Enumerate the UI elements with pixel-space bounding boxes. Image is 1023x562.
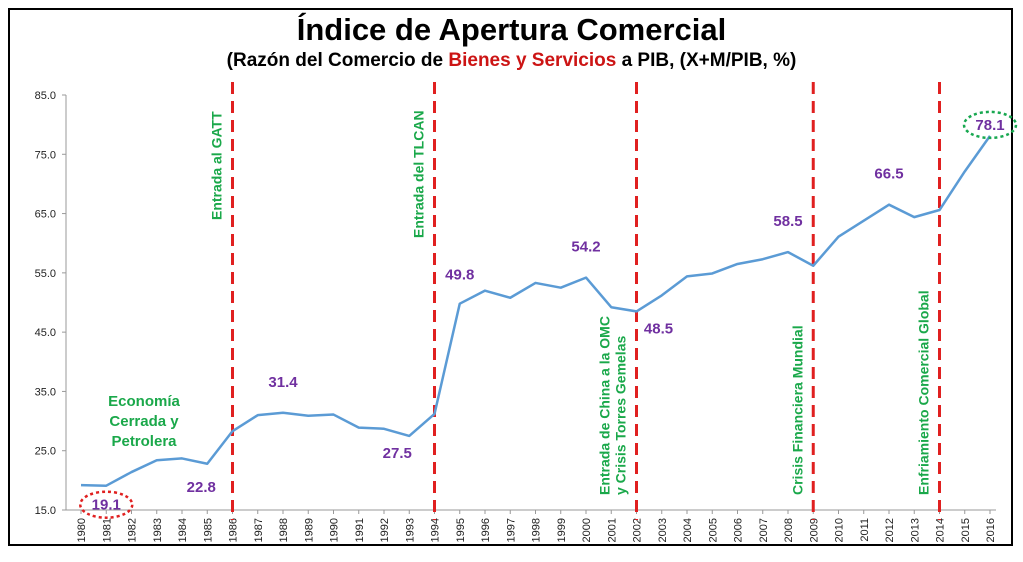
x-tick-label: 1987 xyxy=(253,518,265,542)
x-tick-label: 2000 xyxy=(581,518,593,542)
data-label-1985: 22.8 xyxy=(187,479,216,496)
y-tick-label: 85.0 xyxy=(35,90,56,102)
highlight-circle-1981 xyxy=(79,490,134,519)
event-label-2009: Crisis Financiera Mundial xyxy=(789,325,805,495)
subtitle-part-1: (Razón del Comercio de xyxy=(226,50,449,71)
data-label-1988: 31.4 xyxy=(268,374,298,391)
x-tick-label: 1986 xyxy=(228,518,240,542)
y-tick-label: 55.0 xyxy=(35,268,56,280)
x-tick-label: 1990 xyxy=(329,518,341,542)
data-label-1981: 19.1 xyxy=(92,497,121,514)
annotation-line: Economía xyxy=(108,393,180,410)
data-label-2000: 54.2 xyxy=(571,239,600,256)
x-tick-label: 2002 xyxy=(632,518,644,542)
x-tick-label: 2004 xyxy=(682,518,694,542)
x-tick-label: 2006 xyxy=(733,518,745,542)
subtitle-part-3: a PIB, (X+M/PIB, %) xyxy=(616,50,797,71)
y-tick-label: 75.0 xyxy=(35,149,56,161)
y-tick-label: 35.0 xyxy=(35,386,56,398)
x-tick-label: 1981 xyxy=(101,518,113,542)
event-label-1994: Entrada del TLCAN xyxy=(411,110,427,238)
x-tick-label: 1989 xyxy=(303,518,315,542)
x-tick-label: 1993 xyxy=(404,518,416,542)
data-label-2012: 66.5 xyxy=(874,166,903,183)
chart-frame xyxy=(8,8,1013,546)
x-tick-label: 1996 xyxy=(480,518,492,542)
y-tick-label: 25.0 xyxy=(35,446,56,458)
event-label-2014: Enfriamiento Comercial Global xyxy=(916,290,932,495)
x-tick-label: 2014 xyxy=(935,518,947,542)
x-tick-label: 1999 xyxy=(556,518,568,542)
y-tick-label: 45.0 xyxy=(35,327,56,339)
chart-title: Índice de Apertura Comercial xyxy=(296,12,727,47)
y-tick-label: 15.0 xyxy=(35,505,56,517)
data-label-1993: 27.5 xyxy=(383,445,412,462)
x-tick-label: 1998 xyxy=(531,518,543,542)
y-tick-label: 65.0 xyxy=(35,209,56,221)
event-label-2002: y Crisis Torres Gemelas xyxy=(613,336,629,495)
annotation-line: Petrolera xyxy=(111,433,177,450)
x-tick-label: 2016 xyxy=(985,518,997,542)
x-tick-label: 2008 xyxy=(783,518,795,542)
series-line xyxy=(80,135,992,487)
x-tick-label: 2003 xyxy=(657,518,669,542)
x-tick-label: 1980 xyxy=(76,518,88,542)
event-label-1986: Entrada al GATT xyxy=(209,111,225,220)
x-tick-label: 1983 xyxy=(152,518,164,542)
highlight-circle-2016 xyxy=(962,110,1018,140)
chart-subtitle: (Razón del Comercio de Bienes y Servicio… xyxy=(0,50,1023,72)
x-tick-label: 2010 xyxy=(834,518,846,542)
subtitle-highlight: Bienes y Servicios xyxy=(448,50,617,71)
x-tick-label: 1988 xyxy=(278,518,290,542)
x-tick-label: 2015 xyxy=(960,518,972,542)
x-tick-label: 1992 xyxy=(379,518,391,542)
x-tick-label: 2011 xyxy=(859,518,871,542)
data-label-2002: 48.5 xyxy=(644,320,673,337)
x-tick-label: 1997 xyxy=(505,518,517,542)
x-tick-label: 1984 xyxy=(177,518,189,542)
x-tick-label: 2005 xyxy=(707,518,719,542)
x-tick-label: 1991 xyxy=(354,518,366,542)
x-tick-label: 2007 xyxy=(758,518,770,542)
x-tick-label: 1982 xyxy=(127,518,139,542)
x-tick-label: 2012 xyxy=(884,518,896,542)
data-label-2008: 58.5 xyxy=(773,213,802,230)
event-label-2002: Entrada de China a la OMC xyxy=(597,316,613,495)
x-tick-label: 2001 xyxy=(606,518,618,542)
x-tick-label: 1994 xyxy=(430,518,442,542)
x-tick-label: 1995 xyxy=(455,518,467,542)
data-label-2016: 78.1 xyxy=(975,117,1004,134)
x-tick-label: 2009 xyxy=(808,518,820,542)
x-tick-label: 2013 xyxy=(909,518,921,542)
x-tick-label: 1985 xyxy=(202,518,214,542)
data-label-1995: 49.8 xyxy=(445,267,474,284)
annotation-line: Cerrada y xyxy=(109,413,179,430)
